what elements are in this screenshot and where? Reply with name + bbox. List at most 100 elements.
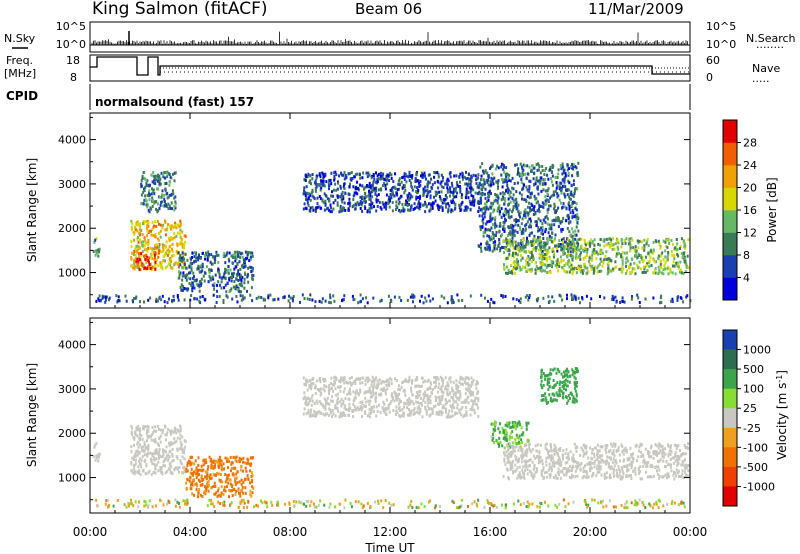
heatmap-cell: [514, 264, 517, 267]
heatmap-cell: [559, 164, 562, 168]
heatmap-cell: [188, 271, 190, 275]
heatmap-cell: [236, 470, 239, 474]
heatmap-cell: [480, 187, 483, 191]
heatmap-cell: [383, 177, 386, 181]
heatmap-cell: [207, 479, 210, 483]
heatmap-cell: [142, 219, 145, 223]
heatmap-cell: [559, 221, 562, 225]
heatmap-cell: [512, 251, 514, 255]
heatmap-cell: [197, 264, 200, 268]
heatmap-cell: [522, 245, 525, 249]
heatmap-cell: [190, 462, 192, 466]
heatmap-cell: [229, 482, 232, 486]
heatmap-cell: [537, 162, 540, 166]
heatmap-cell: [524, 245, 527, 249]
heatmap-cell: [320, 186, 323, 190]
heatmap-cell: [522, 186, 525, 190]
heatmap-cell: [217, 280, 220, 284]
heatmap-cell: [403, 174, 406, 178]
heatmap-cell: [197, 495, 199, 499]
heatmap-cell: [367, 171, 370, 175]
heatmap-cell: [566, 242, 569, 246]
heatmap-cell: [341, 190, 344, 194]
heatmap-cell: [191, 481, 194, 485]
heatmap-cell: [458, 180, 461, 184]
heatmap-cell: [152, 431, 155, 435]
heatmap-cell: [234, 456, 237, 460]
heatmap-cell: [422, 187, 425, 191]
heatmap-cell: [198, 468, 201, 472]
heatmap-cell: [368, 203, 371, 207]
heatmap-cell: [470, 194, 473, 198]
heatmap-cell: [526, 205, 529, 209]
heatmap-cell: [490, 297, 493, 301]
heatmap-cell: [199, 279, 202, 283]
heatmap-cell: [469, 207, 472, 211]
heatmap-cell: [157, 456, 160, 460]
heatmap-cell: [489, 246, 491, 250]
heatmap-cell: [166, 196, 169, 200]
heatmap-cell: [620, 270, 623, 274]
heatmap-cell: [299, 300, 301, 304]
heatmap-cell: [183, 470, 186, 474]
heatmap-cell: [323, 384, 326, 388]
heatmap-cell: [155, 207, 158, 211]
heatmap-cell: [347, 381, 350, 385]
heatmap-cell: [149, 262, 152, 266]
heatmap-cell: [170, 443, 173, 446]
heatmap-cell: [428, 397, 431, 401]
heatmap-cell: [473, 411, 476, 415]
heatmap-cell: [396, 411, 399, 415]
colorbar-tick-label: 8: [743, 249, 750, 262]
heatmap-cell: [429, 194, 432, 198]
heatmap-cell: [453, 174, 456, 178]
heatmap-cell: [434, 384, 437, 388]
heatmap-cell: [440, 294, 443, 298]
heatmap-cell: [537, 226, 540, 229]
heatmap-cell: [575, 225, 578, 229]
heatmap-cell: [207, 280, 210, 284]
heatmap-cell: [411, 195, 414, 199]
heatmap-cell: [372, 174, 375, 178]
heatmap-cell: [321, 171, 324, 175]
nave-label: Nave: [752, 62, 780, 75]
heatmap-cell: [442, 378, 445, 382]
heatmap-cell: [567, 173, 570, 177]
heatmap-cell: [585, 272, 588, 276]
heatmap-cell: [170, 227, 172, 231]
heatmap-cell: [475, 386, 478, 390]
heatmap-cell: [197, 491, 200, 495]
heatmap-cell: [415, 197, 418, 201]
heatmap-cell: [557, 216, 560, 219]
heatmap-cell: [166, 469, 169, 473]
heatmap-cell: [442, 186, 445, 190]
heatmap-cell: [571, 272, 574, 275]
heatmap-cell: [438, 205, 441, 209]
heatmap-cell: [517, 167, 520, 171]
heatmap-cell: [669, 267, 672, 271]
heatmap-cell: [446, 183, 449, 187]
heatmap-cell: [686, 294, 689, 298]
heatmap-cell: [511, 197, 514, 200]
heatmap-cell: [646, 239, 649, 243]
heatmap-cell: [378, 378, 381, 382]
heatmap-cell: [160, 250, 163, 254]
heatmap-cell: [543, 169, 546, 173]
heatmap-cell: [329, 296, 332, 300]
heatmap-cell: [241, 263, 244, 267]
heatmap-cell: [131, 471, 134, 475]
heatmap-cell: [372, 296, 375, 300]
heatmap-cell: [550, 194, 553, 198]
heatmap-cell: [454, 411, 457, 415]
heatmap-cell: [214, 463, 217, 467]
heatmap-cell: [528, 201, 531, 205]
heatmap-cell: [141, 263, 144, 267]
heatmap-cell: [214, 492, 217, 496]
heatmap-cell: [577, 216, 580, 220]
heatmap-cell: [571, 215, 574, 219]
heatmap-cell: [638, 260, 641, 264]
heatmap-cell: [368, 197, 371, 201]
heatmap-cell: [155, 258, 158, 262]
heatmap-cell: [160, 171, 163, 175]
heatmap-cell: [511, 254, 514, 257]
